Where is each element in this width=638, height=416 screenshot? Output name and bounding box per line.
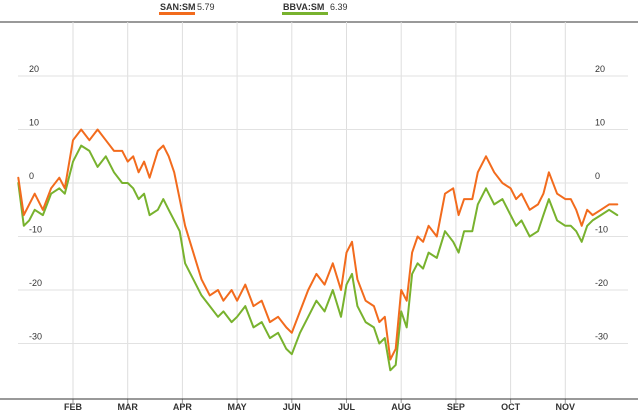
y-tick-label-right: -10: [595, 225, 608, 235]
y-tick-label-left: 10: [29, 118, 39, 128]
legend-value-san: 5.79: [197, 2, 215, 12]
x-tick-label-apr: APR: [173, 402, 193, 412]
y-tick-label-right: 0: [595, 171, 600, 181]
series-line-bbva[interactable]: [17, 144, 619, 372]
plot-area: FEB MAR APR MAY JUN JUL AUG SEP OCT NOV 20 20 10 10 0 0…: [17, 22, 628, 412]
y-tick-label-right: -20: [595, 278, 608, 288]
x-tick-label-sep: SEP: [447, 402, 465, 412]
y-tick-label-left: 20: [29, 64, 39, 74]
legend-swatch-san: [159, 12, 195, 15]
x-tick-label-jun: JUN: [283, 402, 301, 412]
series-line-san[interactable]: [17, 128, 619, 361]
y-tick-label-right: 10: [595, 118, 605, 128]
y-tick-label-right: -30: [595, 332, 608, 342]
legend-label-bbva: BBVA:SM: [283, 2, 324, 12]
legend: SAN:SM 5.79 BBVA:SM 6.39: [159, 2, 348, 15]
y-tick-label-left: -20: [29, 278, 42, 288]
x-tick-label-aug: AUG: [391, 402, 411, 412]
legend-value-bbva: 6.39: [330, 2, 348, 12]
legend-item-san[interactable]: SAN:SM 5.79: [159, 2, 215, 15]
x-tick-label-mar: MAR: [117, 402, 138, 412]
y-tick-label-right: 20: [595, 64, 605, 74]
y-tick-label-left: -10: [29, 225, 42, 235]
legend-item-bbva[interactable]: BBVA:SM 6.39: [282, 2, 348, 15]
x-tick-label-feb: FEB: [64, 402, 83, 412]
x-tick-label-nov: NOV: [556, 402, 576, 412]
x-tick-label-oct: OCT: [501, 402, 521, 412]
x-tick-label-may: MAY: [228, 402, 247, 412]
y-tick-label-left: 0: [29, 171, 34, 181]
legend-swatch-bbva: [282, 12, 328, 15]
x-tick-label-jul: JUL: [338, 402, 356, 412]
legend-label-san: SAN:SM: [160, 2, 196, 12]
y-tick-label-left: -30: [29, 332, 42, 342]
